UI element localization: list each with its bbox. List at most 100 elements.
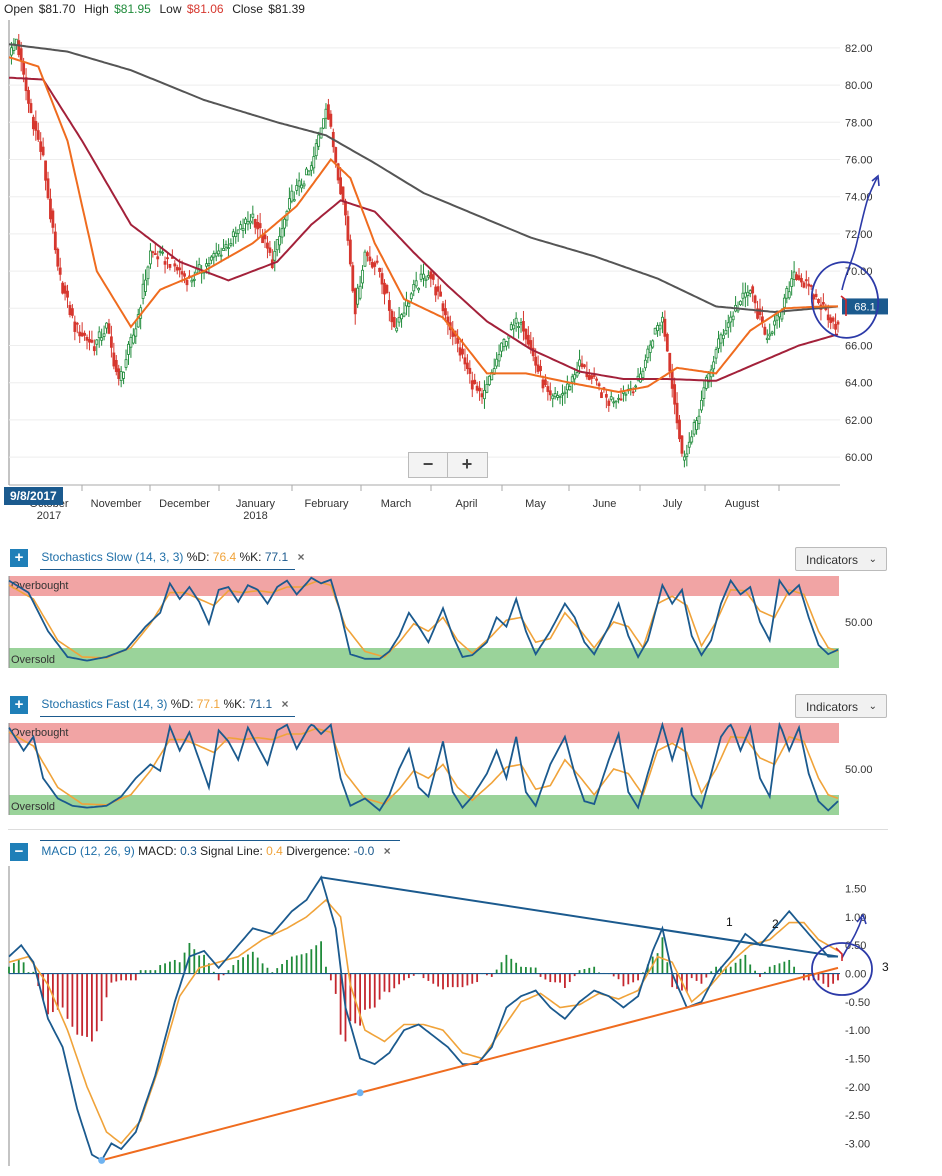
candle-body [780,311,784,320]
candle-body [409,293,413,300]
stoch-fast-chart[interactable]: Overbought Oversold 50.00 [0,719,942,819]
price-y-tick-label: 80.00 [845,80,873,92]
divergence-bar [281,964,283,974]
candle-body [792,271,796,280]
divergence-bar [364,973,366,1010]
candle-body [356,287,360,305]
sma-short-line [8,56,838,394]
candle-body [314,143,318,157]
candle-body [361,269,364,284]
candle-body [751,286,755,294]
divergence-bar [378,973,381,1000]
candle-body [258,223,262,229]
stoch-fast-indicators-button[interactable]: Indicators ⌄ [795,694,887,718]
candle-body [487,375,491,386]
divergence-bar [559,973,561,983]
candle-body [719,334,723,344]
stoch-fast-title[interactable]: Stochastics Fast (14, 3) [41,697,168,712]
candle-body [668,352,672,372]
candle-body [782,297,786,308]
candle-body [712,361,716,370]
stoch-slow-title[interactable]: Stochastics Slow (14, 3, 3) [41,550,184,565]
stoch-fast-close-icon[interactable]: × [281,697,289,712]
candle-body [641,370,645,379]
candle-body [441,303,445,312]
macd-close-icon[interactable]: × [383,844,391,859]
divergence-bar [329,973,332,981]
divergence-bar [407,973,410,979]
candle-body [575,372,579,377]
candle-body [526,334,530,345]
divergence-bar [403,973,405,981]
candle-body [529,340,533,349]
divergence-bar [525,967,527,974]
zoom-out-button[interactable]: − [409,453,448,477]
candle-body [192,278,196,281]
candle-body [119,371,123,381]
stoch-slow-header: + Stochastics Slow (14, 3, 3) %D: 76.4 %… [10,549,305,569]
macd-chart[interactable]: 1.501.000.500.00-0.50-1.00-1.50-2.00-2.5… [0,866,942,1176]
price-chart[interactable]: 60.0062.0064.0066.0068.0070.0072.0074.00… [0,0,942,525]
candle-body [473,379,477,384]
macd-y-tick-label: -1.00 [845,1025,870,1037]
candle-body [726,322,730,328]
divergence-bar [451,973,454,988]
annotation-red-drop [835,947,843,961]
divergence-bar [515,962,518,974]
divergence-bar [81,973,84,1036]
stoch-fast-expand-button[interactable]: + [10,696,28,714]
divergence-bar [130,973,132,981]
zoom-in-button[interactable]: + [461,454,473,474]
stoch-slow-close-icon[interactable]: × [297,550,305,565]
macd-collapse-button[interactable]: − [10,843,28,861]
candle-body [144,279,147,292]
candle-body [66,290,69,298]
candle-body [400,314,403,320]
candle-body [22,61,26,75]
divergence-bar [125,973,127,981]
divergence-bar [315,945,318,974]
chevron-down-icon: ⌄ [868,701,877,712]
divergence-bar [27,972,30,974]
candle-body [395,327,399,332]
candle-body [426,275,430,278]
divergence-bar [578,970,581,974]
candle-body [134,328,138,337]
candle-body [534,356,538,366]
stoch-slow-chart[interactable]: Overbought Oversold 50.00 [0,572,942,672]
candle-body [178,267,182,271]
candle-body [561,393,564,396]
candle-body [149,250,152,265]
candle-body [229,243,233,246]
candle-body [680,435,684,454]
divergence-bar [568,973,571,983]
candle-body [127,343,130,355]
divergence-bar [242,957,244,974]
candle-body [495,358,499,367]
candle-body [275,239,279,251]
divergence-bar [476,973,479,983]
candle-body [419,273,423,280]
stoch-slow-indicators-button[interactable]: Indicators ⌄ [795,547,887,571]
divergence-bar [222,973,225,976]
annotation-label-1: 1 [726,915,733,929]
candle-body [336,163,340,181]
divergence-bar [232,965,235,974]
stoch-slow-expand-button[interactable]: + [10,549,28,567]
divergence-bar [768,966,771,974]
divergence-bar [817,973,820,981]
candle-body [341,186,345,202]
candle-body [551,395,555,400]
trendline-anchor-point [356,1089,364,1097]
macd-title[interactable]: MACD (12, 26, 9) [41,844,135,859]
candle-body [312,156,316,169]
divergence-bar [661,937,664,974]
divergence-bar [110,973,113,983]
stoch-fast-oversold-band [9,795,839,815]
candle-body [468,367,472,374]
macd-y-tick-label: -0.50 [845,997,870,1009]
candle-body [370,261,374,268]
divergence-bar [490,973,493,977]
candle-body [268,247,272,253]
divergence-bar [788,959,791,974]
